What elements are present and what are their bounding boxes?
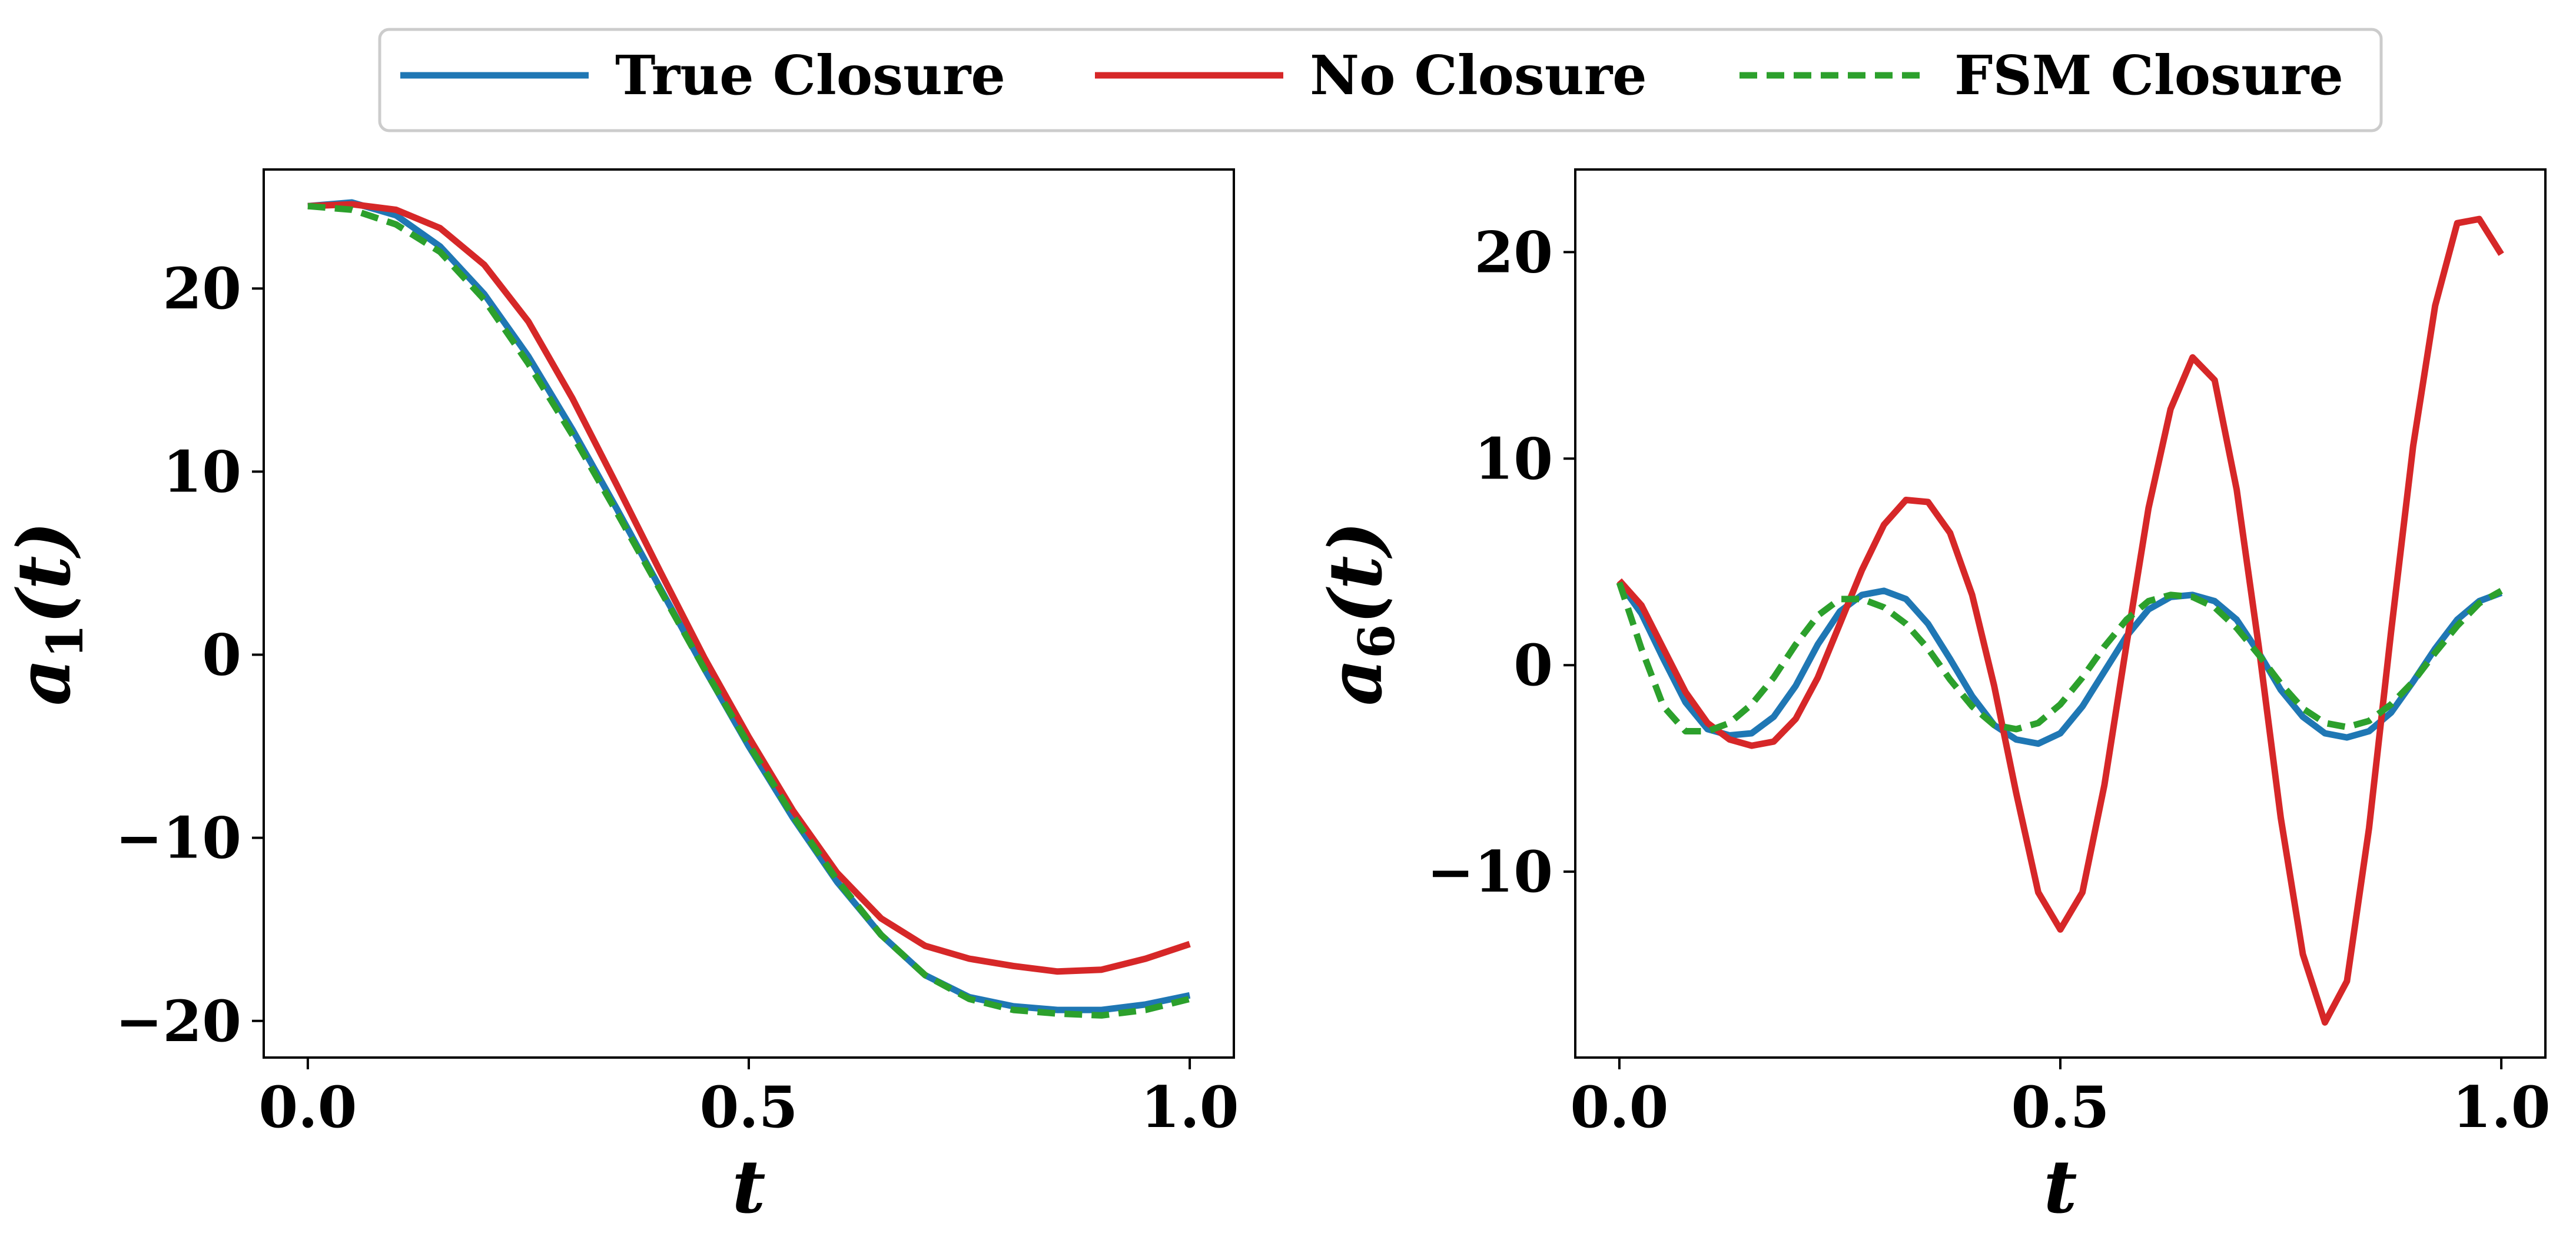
- left-y-axis-label-base: a: [2, 659, 87, 706]
- left-panel: 0.0 0.5 1.0 20 10 0 −10 −20 t a1(t): [2, 168, 1239, 1230]
- left-y-axis-label-subscript: 1: [36, 624, 94, 658]
- left-series-no-closure-line: [307, 201, 1191, 975]
- right-y-tick-label: 20: [1474, 219, 1553, 285]
- left-y-tick-label: −20: [115, 988, 241, 1055]
- right-series-true-closure-line: [1616, 580, 2503, 747]
- right-series-fsm-closure-line: [1616, 581, 2503, 734]
- right-series-no-closure-line: [1616, 215, 2504, 1026]
- right-y-tick-label: 10: [1474, 425, 1553, 492]
- left-series-true-closure-line: [307, 199, 1191, 1013]
- left-y-axis-label: a1(t): [2, 521, 94, 706]
- left-x-axis-label: t: [732, 1145, 765, 1230]
- right-y-tick-label: 0: [1513, 632, 1553, 699]
- legend-frame: [378, 28, 2383, 132]
- legend-label-no-closure: No Closure: [1310, 44, 1647, 107]
- left-y-tick-label: 10: [162, 438, 241, 505]
- left-y-tick-label: 20: [162, 255, 241, 322]
- left-x-tick-label: 0.0: [258, 1074, 357, 1141]
- right-y-tick-label: −10: [1427, 839, 1553, 905]
- legend-label-true-closure: True Closure: [615, 44, 1005, 107]
- left-y-tick-label: −10: [115, 805, 241, 872]
- right-y-axis-label-base: a: [1313, 659, 1399, 706]
- right-x-tick-label: 0.5: [2011, 1074, 2109, 1141]
- left-x-tick-label: 0.5: [699, 1074, 798, 1141]
- left-x-tick-label: 1.0: [1141, 1074, 1239, 1141]
- legend: True Closure No Closure FSM Closure: [378, 28, 2383, 132]
- left-y-tick-label: 0: [202, 622, 241, 689]
- legend-label-fsm-closure: FSM Closure: [1954, 44, 2343, 107]
- right-y-axis-label: a6(t): [1313, 521, 1406, 706]
- right-y-axis-label-subscript: 6: [1347, 624, 1406, 658]
- right-x-axis-label: t: [2043, 1145, 2077, 1230]
- right-panel: 0.0 0.5 1.0 20 10 0 −10 t a6(t): [1313, 168, 2551, 1230]
- left-series-fsm-closure-line: [307, 202, 1191, 1019]
- right-x-tick-label: 1.0: [2452, 1074, 2551, 1141]
- left-y-axis-label-rest: (t): [2, 521, 87, 624]
- right-x-tick-label: 0.0: [1570, 1074, 1668, 1141]
- right-y-axis-label-rest: (t): [1313, 521, 1399, 624]
